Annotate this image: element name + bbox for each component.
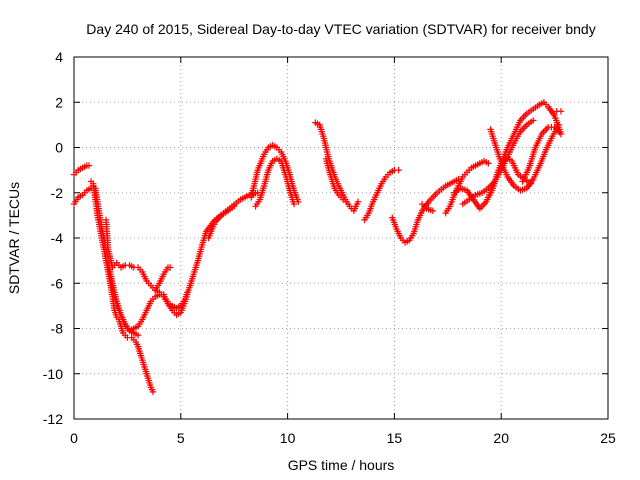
y-tick-label: -10 (43, 366, 63, 382)
y-tick-label: -6 (51, 275, 64, 291)
x-axis-label: GPS time / hours (288, 457, 395, 473)
x-tick-label: 0 (70, 430, 78, 446)
series-arc17 (442, 157, 492, 217)
grid (74, 57, 608, 419)
x-tick-label: 25 (600, 430, 616, 446)
data-point (395, 166, 402, 174)
data-point (184, 289, 191, 296)
series-arc12 (312, 119, 362, 215)
series-arc21 (485, 99, 565, 201)
x-tick-label: 20 (493, 430, 509, 446)
chart-title: Day 240 of 2015, Sidereal Day-to-day VTE… (86, 21, 595, 37)
y-tick-labels: 4 2 0 -2 -4 -6 -8 -10 -12 (43, 49, 63, 427)
series-arc6 (104, 266, 142, 339)
data-point (354, 198, 362, 205)
series-arc16 (418, 200, 437, 215)
plot-frame (73, 56, 609, 420)
data-point (429, 207, 437, 215)
y-tick-label: -2 (51, 185, 64, 201)
data-point (149, 388, 157, 396)
y-tick-label: 4 (55, 49, 63, 65)
x-tick-label: 5 (177, 430, 185, 446)
x-tick-label: 10 (280, 430, 296, 446)
series-arc15 (389, 175, 462, 246)
data-point (339, 196, 347, 203)
axes (73, 56, 609, 420)
series-arc13 (322, 155, 347, 203)
data-point (166, 264, 174, 271)
series-arc1 (70, 162, 93, 178)
data-point (134, 332, 142, 339)
y-tick-label: -4 (51, 230, 64, 246)
y-tick-label: -12 (43, 411, 63, 427)
y-tick-label: -8 (51, 321, 64, 337)
x-tick-labels: 0 5 10 15 20 25 (70, 430, 616, 446)
data-point (290, 200, 298, 208)
data-point (485, 160, 492, 167)
series-arc22 (519, 123, 565, 185)
y-tick-label: 0 (55, 140, 63, 156)
series-arc20 (487, 121, 563, 194)
x-tick-label: 15 (387, 430, 403, 446)
series-arc9 (205, 203, 238, 242)
data-point (85, 162, 93, 169)
series-arc7 (151, 264, 174, 294)
data-point (557, 108, 565, 115)
series-arc5 (102, 216, 191, 312)
y-tick-label: 2 (55, 94, 63, 110)
series-arc11 (252, 155, 298, 210)
data-points (70, 99, 565, 396)
data-point (530, 117, 537, 124)
series-arc23 (553, 108, 565, 115)
y-axis-label: SDTVAR / TECUs (6, 182, 22, 294)
data-point (557, 130, 565, 138)
data-point (231, 203, 238, 210)
series-arc14 (361, 166, 402, 224)
